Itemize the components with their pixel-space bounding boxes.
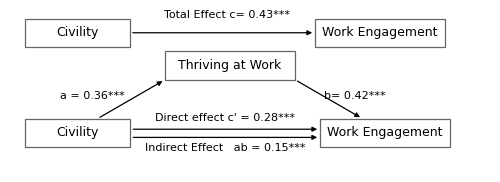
Text: b= 0.42***: b= 0.42*** (324, 91, 386, 100)
Text: Total Effect c= 0.43***: Total Effect c= 0.43*** (164, 11, 290, 20)
FancyBboxPatch shape (25, 19, 130, 47)
Text: Thriving at Work: Thriving at Work (178, 59, 282, 72)
FancyBboxPatch shape (315, 19, 445, 47)
FancyBboxPatch shape (165, 51, 295, 80)
Text: Work Engagement: Work Engagement (327, 126, 443, 139)
FancyBboxPatch shape (320, 119, 450, 147)
Text: Direct effect c' = 0.28***: Direct effect c' = 0.28*** (155, 113, 295, 123)
Text: Civility: Civility (56, 126, 98, 139)
Text: Indirect Effect   ab = 0.15***: Indirect Effect ab = 0.15*** (145, 143, 305, 153)
Text: Civility: Civility (56, 26, 98, 39)
Text: Work Engagement: Work Engagement (322, 26, 438, 39)
FancyBboxPatch shape (25, 119, 130, 147)
Text: a = 0.36***: a = 0.36*** (60, 91, 125, 100)
